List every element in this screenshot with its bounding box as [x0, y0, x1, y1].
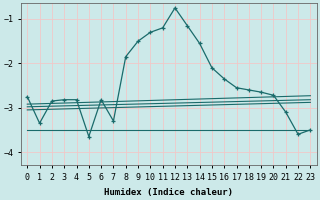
X-axis label: Humidex (Indice chaleur): Humidex (Indice chaleur) [104, 188, 233, 197]
